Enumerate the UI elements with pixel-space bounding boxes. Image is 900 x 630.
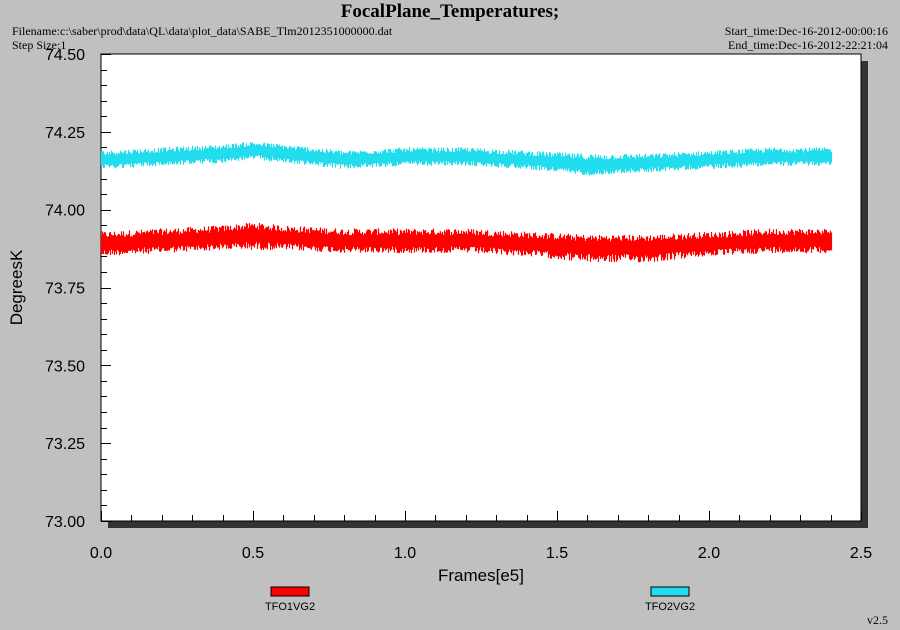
x-tick-label: 1.0 (394, 545, 416, 562)
series-tfo2vg2 (100, 142, 833, 176)
y-tick-label: 73.25 (45, 436, 85, 453)
end-time-text: End_time:Dec-16-2012-22:21:04 (728, 38, 888, 52)
y-axis-label: DegreesK (7, 249, 26, 325)
chart-title: FocalPlane_Temperatures; (340, 1, 560, 22)
x-axis-label: Frames[e5] (438, 566, 524, 585)
y-tick-label: 74.25 (45, 125, 85, 142)
series-tfo1vg2 (100, 222, 833, 263)
legend-swatch (650, 586, 690, 597)
y-tick-label: 74.50 (45, 47, 85, 64)
filename-text: Filename:c:\saber\prod\data\QL\data\plot… (12, 24, 393, 38)
legend-swatch (270, 586, 310, 597)
plot-area (100, 53, 862, 522)
x-tick-label: 0.5 (242, 545, 264, 562)
y-tick-label: 73.00 (45, 514, 85, 531)
x-tick-label: 2.5 (850, 545, 872, 562)
legend-label: TFO2VG2 (645, 601, 695, 613)
series-line (100, 232, 831, 249)
legend-label: TFO1VG2 (265, 601, 315, 613)
y-tick-label: 73.75 (45, 281, 85, 298)
time-info: Start_time:Dec-16-2012-00:00:16 End_time… (725, 24, 888, 52)
series-line (100, 148, 831, 169)
x-tick-label: 1.5 (546, 545, 568, 562)
x-tick-label: 2.0 (698, 545, 720, 562)
y-tick-label: 74.00 (45, 203, 85, 220)
y-tick-label: 73.50 (45, 358, 85, 375)
version-label: v2.5 (867, 613, 888, 627)
x-tick-label: 0.0 (90, 545, 112, 562)
step-size-text: Step Size:1 (12, 38, 67, 52)
start-time-text: Start_time:Dec-16-2012-00:00:16 (724, 24, 888, 38)
file-info: Filename:c:\saber\prod\data\QL\data\plot… (12, 24, 392, 52)
